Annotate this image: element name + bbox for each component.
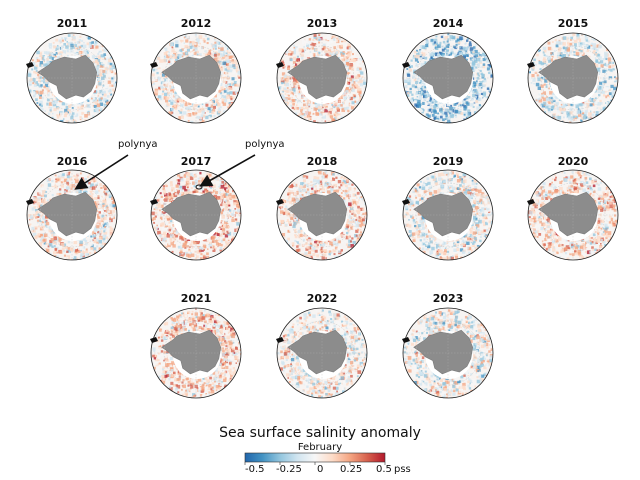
year-label-2020: 2020: [557, 155, 589, 168]
year-label-2019: 2019: [432, 155, 464, 168]
year-label-2017: 2017: [180, 155, 212, 168]
map-frame: [150, 169, 242, 261]
edge-marker: [402, 199, 410, 205]
polynya-label-2016: polynya: [118, 139, 158, 150]
map-frame: [26, 169, 118, 261]
panel-2020: [527, 169, 619, 261]
colorbar-tick-0: -0.5: [245, 464, 265, 475]
antarctica-landmass: [37, 54, 98, 100]
map-frame: [26, 32, 118, 124]
edge-marker: [527, 199, 535, 205]
anomaly-field: [277, 170, 367, 260]
colorbar: [244, 452, 386, 463]
anomaly-field: [277, 308, 367, 398]
map-frame: [402, 169, 494, 261]
antarctica-landmass: [413, 54, 474, 100]
anomaly-field: [528, 170, 618, 260]
map-frame: [150, 32, 242, 124]
edge-marker: [150, 337, 158, 343]
anomaly-field: [403, 33, 493, 123]
panel-2021: [150, 307, 242, 399]
panel-2016: [26, 169, 118, 261]
anomaly-field: [403, 308, 493, 398]
anomaly-field: [151, 33, 241, 123]
colorbar-tick-1: -0.25: [276, 464, 302, 475]
map-frame: [276, 32, 368, 124]
edge-marker: [26, 62, 34, 68]
map-frame: [150, 307, 242, 399]
year-label-2016: 2016: [56, 155, 88, 168]
panel-2017: [150, 169, 242, 261]
map-frame: [527, 32, 619, 124]
panel-2018: [276, 169, 368, 261]
colorbar-tick-3: 0.25: [340, 464, 363, 475]
colorbar-title: Sea surface salinity anomaly: [219, 425, 421, 441]
panel-2022: [276, 307, 368, 399]
panel-2013: [276, 32, 368, 124]
panel-2014: [402, 32, 494, 124]
anomaly-field: [528, 33, 618, 123]
edge-marker: [276, 199, 284, 205]
antarctica-landmass: [287, 54, 348, 100]
panel-2023: [402, 307, 494, 399]
panel-2011: [26, 32, 118, 124]
edge-marker: [402, 337, 410, 343]
year-label-2022: 2022: [306, 292, 338, 305]
colorbar-tick-4: 0.5: [376, 464, 392, 475]
year-label-2018: 2018: [306, 155, 338, 168]
antarctica-landmass: [287, 191, 348, 237]
year-label-2015: 2015: [557, 17, 589, 30]
colorbar-tick-2: 0: [317, 464, 324, 475]
edge-marker: [150, 199, 158, 205]
anomaly-field: [151, 308, 241, 398]
edge-marker: [276, 337, 284, 343]
panel-2015: [527, 32, 619, 124]
map-frame: [402, 32, 494, 124]
map-frame: [276, 307, 368, 399]
polynya-label-2017: polynya: [245, 139, 285, 150]
edge-marker: [26, 199, 34, 205]
map-frame: [402, 307, 494, 399]
edge-marker: [527, 62, 535, 68]
antarctica-landmass: [538, 191, 599, 237]
antarctica-landmass: [161, 191, 222, 237]
map-frame: [527, 169, 619, 261]
antarctica-landmass: [287, 329, 348, 375]
polynya-arrow-2017: [199, 154, 256, 187]
year-label-2012: 2012: [180, 17, 212, 30]
antarctica-landmass: [37, 191, 98, 237]
map-frame: [276, 169, 368, 261]
antarctica-landmass: [413, 329, 474, 375]
antarctica-landmass: [413, 191, 474, 237]
edge-marker: [276, 62, 284, 68]
year-label-2021: 2021: [180, 292, 212, 305]
panel-2012: [150, 32, 242, 124]
year-label-2014: 2014: [432, 17, 464, 30]
colorbar-subtitle: February: [297, 442, 343, 453]
colorbar-unit: pss: [394, 464, 411, 475]
polynya-marker-2017: [195, 184, 203, 190]
antarctica-landmass: [161, 54, 222, 100]
edge-marker: [150, 62, 158, 68]
polynya-arrow-2016: [74, 154, 129, 190]
year-label-2023: 2023: [432, 292, 464, 305]
edge-marker: [402, 62, 410, 68]
antarctica-landmass: [538, 54, 599, 100]
panel-2019: [402, 169, 494, 261]
anomaly-field: [277, 33, 367, 123]
year-label-2013: 2013: [306, 17, 338, 30]
anomaly-field: [151, 170, 241, 260]
anomaly-field: [27, 33, 117, 123]
anomaly-field: [403, 170, 493, 260]
anomaly-field: [27, 170, 117, 260]
year-label-2011: 2011: [56, 17, 88, 30]
antarctica-landmass: [161, 329, 222, 375]
